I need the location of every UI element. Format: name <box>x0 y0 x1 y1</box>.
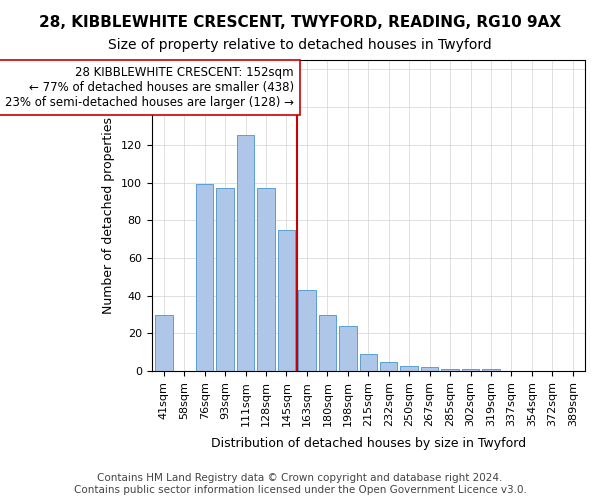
Bar <box>298 290 316 371</box>
Bar <box>339 326 356 371</box>
Bar <box>482 370 500 371</box>
Bar <box>421 368 439 371</box>
Bar <box>257 188 275 371</box>
Text: 28 KIBBLEWHITE CRESCENT: 152sqm
← 77% of detached houses are smaller (438)
23% o: 28 KIBBLEWHITE CRESCENT: 152sqm ← 77% of… <box>5 66 293 108</box>
Bar <box>278 230 295 371</box>
Bar <box>217 188 234 371</box>
Bar <box>380 362 397 371</box>
Bar <box>400 366 418 371</box>
X-axis label: Distribution of detached houses by size in Twyford: Distribution of detached houses by size … <box>211 437 526 450</box>
Bar <box>319 314 336 371</box>
Bar <box>462 370 479 371</box>
Text: Contains HM Land Registry data © Crown copyright and database right 2024.
Contai: Contains HM Land Registry data © Crown c… <box>74 474 526 495</box>
Bar <box>155 314 173 371</box>
Y-axis label: Number of detached properties: Number of detached properties <box>102 117 115 314</box>
Text: 28, KIBBLEWHITE CRESCENT, TWYFORD, READING, RG10 9AX: 28, KIBBLEWHITE CRESCENT, TWYFORD, READI… <box>39 15 561 30</box>
Text: Size of property relative to detached houses in Twyford: Size of property relative to detached ho… <box>108 38 492 52</box>
Bar <box>237 136 254 371</box>
Bar <box>442 370 459 371</box>
Bar <box>196 184 214 371</box>
Bar <box>359 354 377 371</box>
